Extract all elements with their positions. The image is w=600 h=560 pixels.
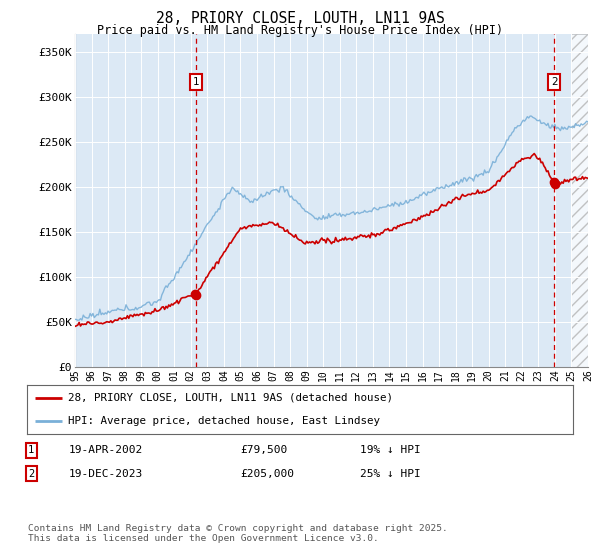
Text: Contains HM Land Registry data © Crown copyright and database right 2025.
This d: Contains HM Land Registry data © Crown c… — [28, 524, 448, 543]
Text: 19-DEC-2023: 19-DEC-2023 — [69, 469, 143, 479]
Text: Price paid vs. HM Land Registry's House Price Index (HPI): Price paid vs. HM Land Registry's House … — [97, 24, 503, 36]
Text: 28, PRIORY CLOSE, LOUTH, LN11 9AS: 28, PRIORY CLOSE, LOUTH, LN11 9AS — [155, 11, 445, 26]
Text: 19% ↓ HPI: 19% ↓ HPI — [360, 445, 421, 455]
Bar — [571, 34, 588, 367]
Text: 25% ↓ HPI: 25% ↓ HPI — [360, 469, 421, 479]
Text: 1: 1 — [193, 77, 199, 87]
Text: 19-APR-2002: 19-APR-2002 — [69, 445, 143, 455]
Text: £79,500: £79,500 — [240, 445, 287, 455]
Text: 2: 2 — [551, 77, 557, 87]
Text: 28, PRIORY CLOSE, LOUTH, LN11 9AS (detached house): 28, PRIORY CLOSE, LOUTH, LN11 9AS (detac… — [68, 393, 393, 403]
Text: 1: 1 — [28, 445, 34, 455]
Text: HPI: Average price, detached house, East Lindsey: HPI: Average price, detached house, East… — [68, 416, 380, 426]
Text: £205,000: £205,000 — [240, 469, 294, 479]
Text: 2: 2 — [28, 469, 34, 479]
